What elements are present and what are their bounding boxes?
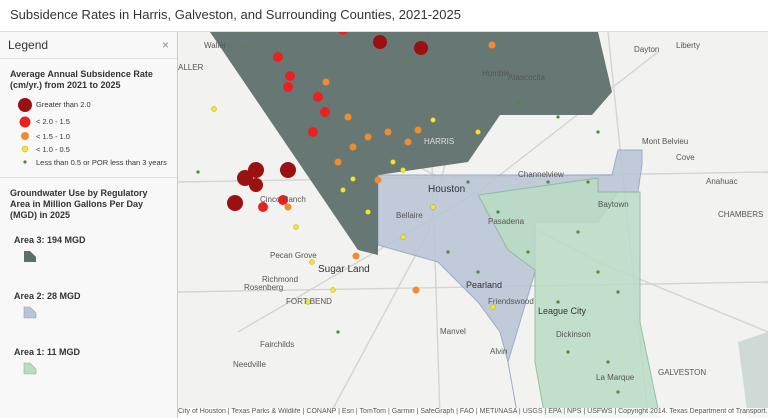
- page-title: Subsidence Rates in Harris, Galveston, a…: [0, 0, 768, 32]
- map-label: Waller: [204, 41, 227, 50]
- map-label: La Marque: [596, 373, 635, 382]
- legend-label: < 2.0 - 1.5: [36, 117, 70, 126]
- map-label: Sugar Land: [318, 264, 370, 275]
- map-label: Dayton: [634, 45, 659, 54]
- legend-item: Less than 0.5 or POR less than 3 years: [0, 156, 177, 169]
- legend-label: < 1.5 - 1.0: [36, 131, 70, 141]
- map-label: Humble: [482, 69, 510, 78]
- map-label: Cinco Ranch: [260, 195, 306, 204]
- map-label: Fairchilds: [260, 340, 294, 349]
- map-label: Rosenberg: [244, 283, 283, 292]
- legend-item: < 1.5 - 1.0: [0, 130, 177, 143]
- map-label: Bellaire: [396, 211, 423, 220]
- legend-header: Legend ×: [0, 32, 177, 59]
- map-label: Mont Belvieu: [642, 137, 688, 146]
- map-label: Baytown: [598, 200, 629, 209]
- map-label: Richmond: [262, 275, 298, 284]
- legend-label: Less than 0.5 or POR less than 3 years: [36, 157, 167, 167]
- map-label: Pecan Grove: [270, 251, 317, 260]
- map-label: Anahuac: [706, 177, 738, 186]
- area-swatch: [23, 362, 37, 375]
- map-label: Friendswood: [488, 297, 534, 306]
- map-label: Houston: [428, 184, 465, 195]
- area-label: Area 1: 11 MGD: [14, 347, 81, 358]
- map-label: HARRIS: [424, 137, 454, 146]
- map-label: Needville: [233, 360, 266, 369]
- map-label: League City: [538, 306, 587, 316]
- map-label: GALVESTON: [658, 368, 706, 377]
- section-title: Average Annual Subsidence Rate (cm/yr.) …: [10, 69, 153, 91]
- map-label: Pasadena: [488, 217, 525, 226]
- close-button[interactable]: ×: [161, 38, 169, 52]
- map-label: CHAMBERS: [718, 210, 763, 219]
- area-label: Area 3: 194 MGD: [14, 235, 86, 246]
- legend-item: < 2.0 - 1.5: [0, 114, 177, 130]
- legend-label: Greater than 2.0: [36, 100, 91, 109]
- map-label: Manvel: [440, 327, 466, 336]
- map-label: Atascocita: [508, 73, 545, 82]
- legend-item: Greater than 2.0: [0, 96, 177, 114]
- legend-item: < 1.0 - 0.5: [0, 143, 177, 156]
- legend-panel: Legend × Average Annual Subsidence Rate (…: [0, 32, 178, 418]
- map-label: Dickinson: [556, 330, 591, 339]
- attribution: City of Houston | Texas Parks & Wildlife…: [178, 408, 768, 418]
- area-label: Area 2: 28 MGD: [14, 291, 81, 302]
- section-title: Groundwater Use by Regulatory Area in Mi…: [10, 187, 148, 221]
- legend-label: < 1.0 - 0.5: [36, 144, 70, 154]
- map-label: Channelview: [518, 170, 564, 179]
- map-label: ALLER: [178, 63, 204, 72]
- area-swatch: [24, 251, 36, 263]
- map[interactable]: Waller ALLER Humble Atascocita Dayton Li…: [178, 32, 768, 418]
- map-label: Pearland: [466, 280, 502, 290]
- subsidence-points: [196, 32, 620, 394]
- map-label: Cove: [676, 153, 695, 162]
- map-label: Alvin: [490, 347, 507, 356]
- legend-title: Legend: [8, 38, 49, 52]
- map-label: FORT BEND: [286, 297, 332, 306]
- area-swatch: [23, 306, 37, 319]
- map-label: Liberty: [676, 41, 700, 50]
